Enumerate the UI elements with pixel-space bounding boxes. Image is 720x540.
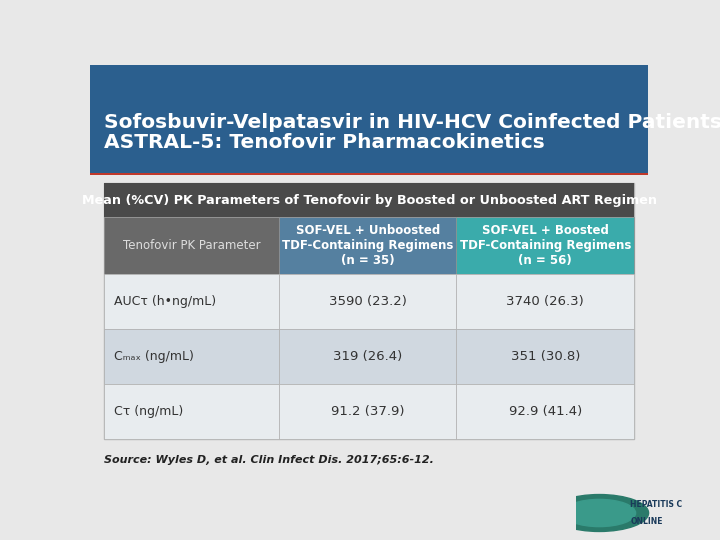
Bar [279,218,456,274]
Text: ASTRAL-5: Tenofovir Pharmacokinetics: ASTRAL-5: Tenofovir Pharmacokinetics [104,133,545,152]
Bar [456,329,634,384]
Text: 91.2 (37.9): 91.2 (37.9) [331,405,405,418]
Text: ONLINE: ONLINE [631,517,663,526]
Bar [104,183,634,218]
Bar [456,274,634,329]
Text: 3590 (23.2): 3590 (23.2) [329,295,407,308]
Text: 3740 (26.3): 3740 (26.3) [506,295,584,308]
Bar [104,384,279,439]
Bar [456,218,634,274]
Text: HEPATITIS C: HEPATITIS C [631,500,683,509]
Text: Cₘₐₓ (ng/mL): Cₘₐₓ (ng/mL) [114,350,194,363]
Text: Cτ (ng/mL): Cτ (ng/mL) [114,405,184,418]
Bar [104,274,279,329]
Bar [90,65,648,173]
Text: 351 (30.8): 351 (30.8) [510,350,580,363]
Bar [279,329,456,384]
Bar [90,173,648,175]
Text: SOF-VEL + Unboosted
TDF-Containing Regimens
(n = 35): SOF-VEL + Unboosted TDF-Containing Regim… [282,224,454,267]
Text: SOF-VEL + Boosted
TDF-Containing Regimens
(n = 56): SOF-VEL + Boosted TDF-Containing Regimen… [459,224,631,267]
Text: 92.9 (41.4): 92.9 (41.4) [508,405,582,418]
Text: Source: Wyles D, et al. Clin Infect Dis. 2017;65:6-12.: Source: Wyles D, et al. Clin Infect Dis.… [104,455,434,465]
Text: Sofosbuvir-Velpatasvir in HIV-HCV Coinfected Patients: Sofosbuvir-Velpatasvir in HIV-HCV Coinfe… [104,113,720,132]
Circle shape [550,495,649,531]
Circle shape [563,500,636,526]
Bar [456,384,634,439]
Text: 319 (26.4): 319 (26.4) [333,350,402,363]
Bar [279,384,456,439]
Bar [279,274,456,329]
Bar [104,218,279,274]
Text: AUCτ (h•ng/mL): AUCτ (h•ng/mL) [114,295,216,308]
Text: Tenofovir PK Parameter: Tenofovir PK Parameter [122,239,260,252]
Bar [104,329,279,384]
Text: Mean (%CV) PK Parameters of Tenofovir by Boosted or Unboosted ART Regimen: Mean (%CV) PK Parameters of Tenofovir by… [81,194,657,207]
Bar [104,183,634,439]
